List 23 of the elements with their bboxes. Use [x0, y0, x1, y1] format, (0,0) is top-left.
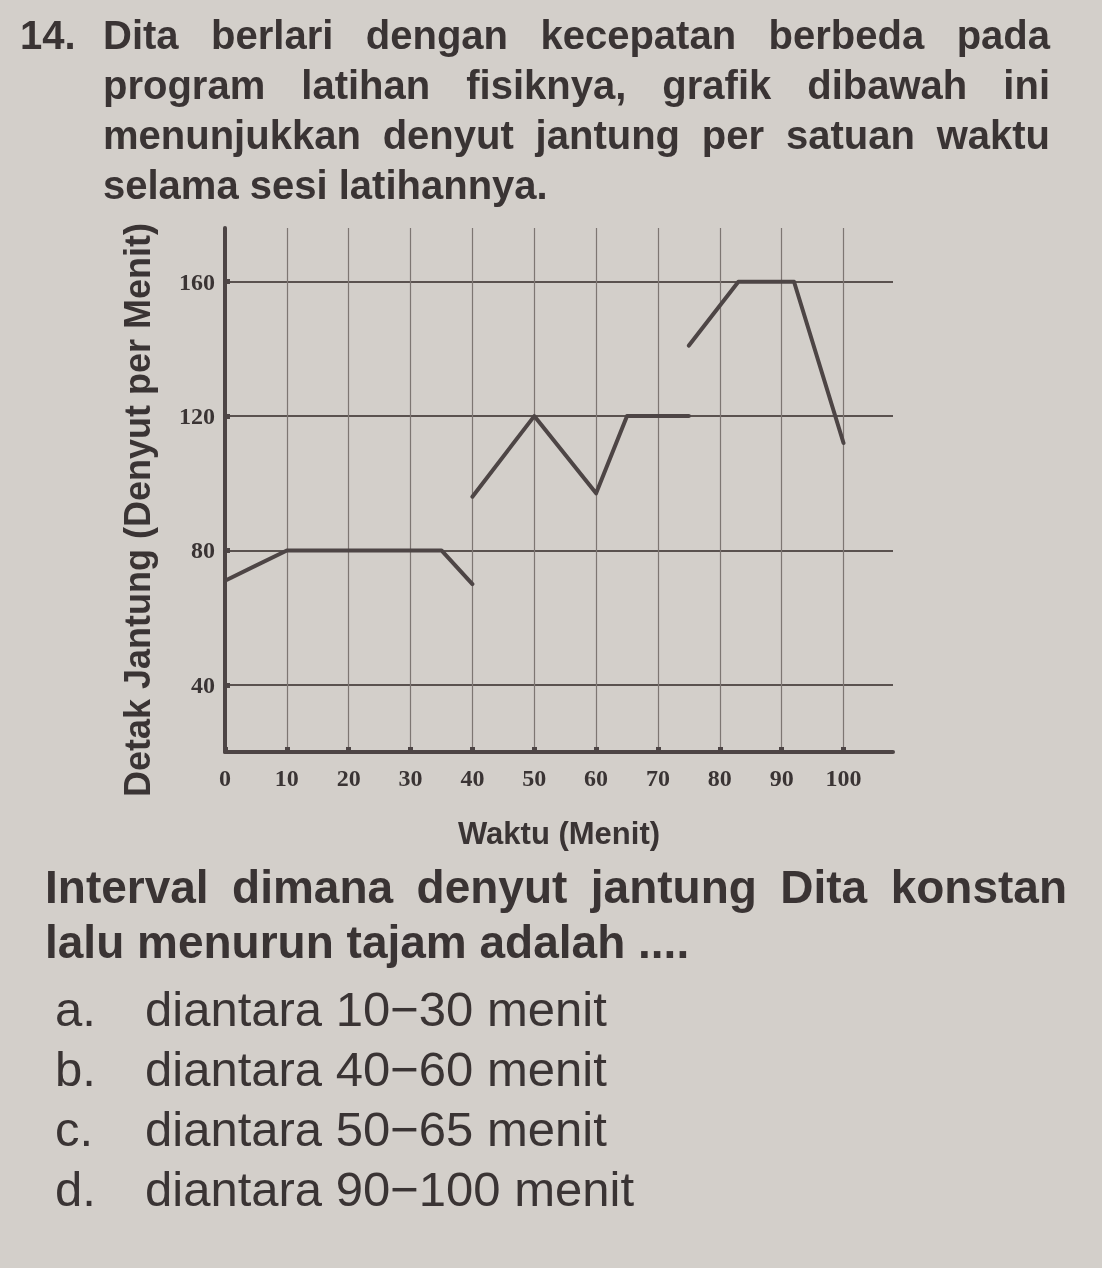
- x-tick-label: 0: [219, 765, 231, 791]
- x-tick-label: 30: [398, 765, 423, 791]
- y-axis-title: Detak Jantung (Denyut per Menit): [116, 222, 158, 798]
- y-tick-label: 120: [179, 403, 215, 430]
- y-tick-label: 160: [179, 268, 215, 295]
- text: Interval dimana denyut jantung Dita konstan lalu menurun tajam adalah ....: [45, 860, 1067, 970]
- y-tick-label: 40: [191, 671, 215, 698]
- text: a. diantara 10−30 menit: [55, 981, 608, 1037]
- x-tick-label: 90: [769, 765, 794, 791]
- x-tick-label: 60: [584, 765, 609, 791]
- x-tick-label: 40: [460, 765, 485, 791]
- x-tick-label: 70: [645, 765, 670, 791]
- text: c. diantara 50−65 menit: [55, 1101, 608, 1157]
- chart-title: 14. Dita berlari dengan kecepatan berbeda pada program latihan fisiknya, grafik dibawah ini menunjukkan denyut jantung per satuan waktu selama sesi latihannya.: [20, 12, 1050, 209]
- text: d. diantara 90−100 menit: [55, 1161, 635, 1217]
- x-tick-label: 100: [825, 765, 862, 791]
- x-tick-label: 80: [707, 765, 732, 791]
- x-axis-title: Waktu (Menit): [457, 816, 661, 851]
- y-tick-label: 80: [191, 537, 215, 564]
- x-tick-label: 10: [274, 765, 299, 791]
- x-tick-label: 50: [522, 765, 547, 791]
- text: b. diantara 40−60 menit: [55, 1041, 608, 1097]
- x-tick-label: 20: [336, 765, 361, 791]
